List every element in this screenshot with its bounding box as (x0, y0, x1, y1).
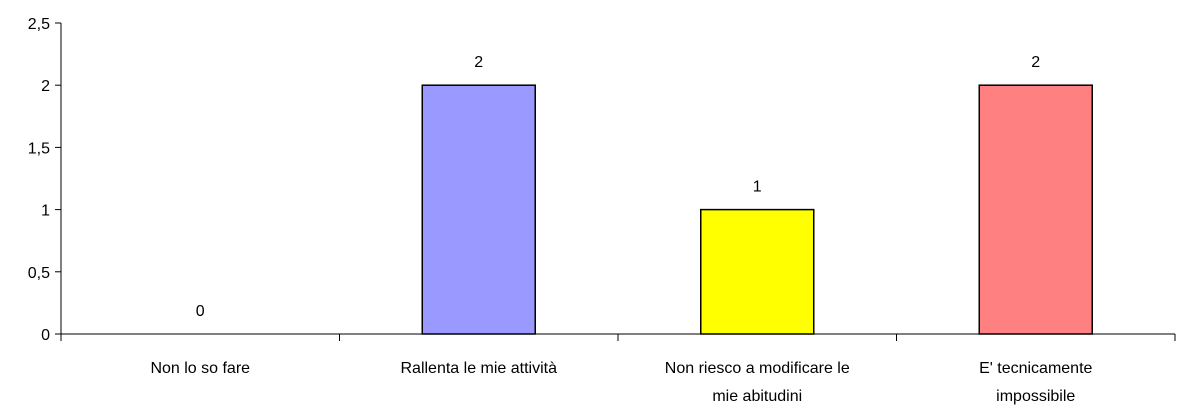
y-tick-label: 1,5 (28, 140, 50, 157)
category-label: impossibile (996, 388, 1075, 405)
y-tick-label: 2,5 (28, 16, 50, 33)
category-label: Rallenta le mie attività (400, 360, 557, 377)
y-tick-label: 2 (41, 78, 50, 95)
category-label: E' tecnicamente (979, 360, 1092, 377)
y-tick-label: 1 (41, 203, 50, 220)
labels: 0 Non lo so fare 2 Rallenta le mie attività… (150, 54, 1092, 405)
bar (700, 208, 815, 335)
y-tick-label: 0 (41, 327, 50, 344)
data-label: 2 (474, 54, 483, 71)
category-label: Non riesco a modificare le (665, 360, 850, 377)
data-label: 2 (1031, 54, 1040, 71)
bar (421, 84, 536, 335)
axes: 0 0,5 1 1,5 2 2,5 (28, 16, 1176, 344)
category-label: Non lo so fare (150, 360, 250, 377)
data-label: 1 (753, 179, 762, 196)
data-label: 0 (196, 303, 205, 320)
bars (421, 84, 1093, 335)
y-tick-label: 0,5 (28, 265, 50, 282)
category-label: mie abitudini (712, 388, 802, 405)
bar (978, 84, 1093, 335)
